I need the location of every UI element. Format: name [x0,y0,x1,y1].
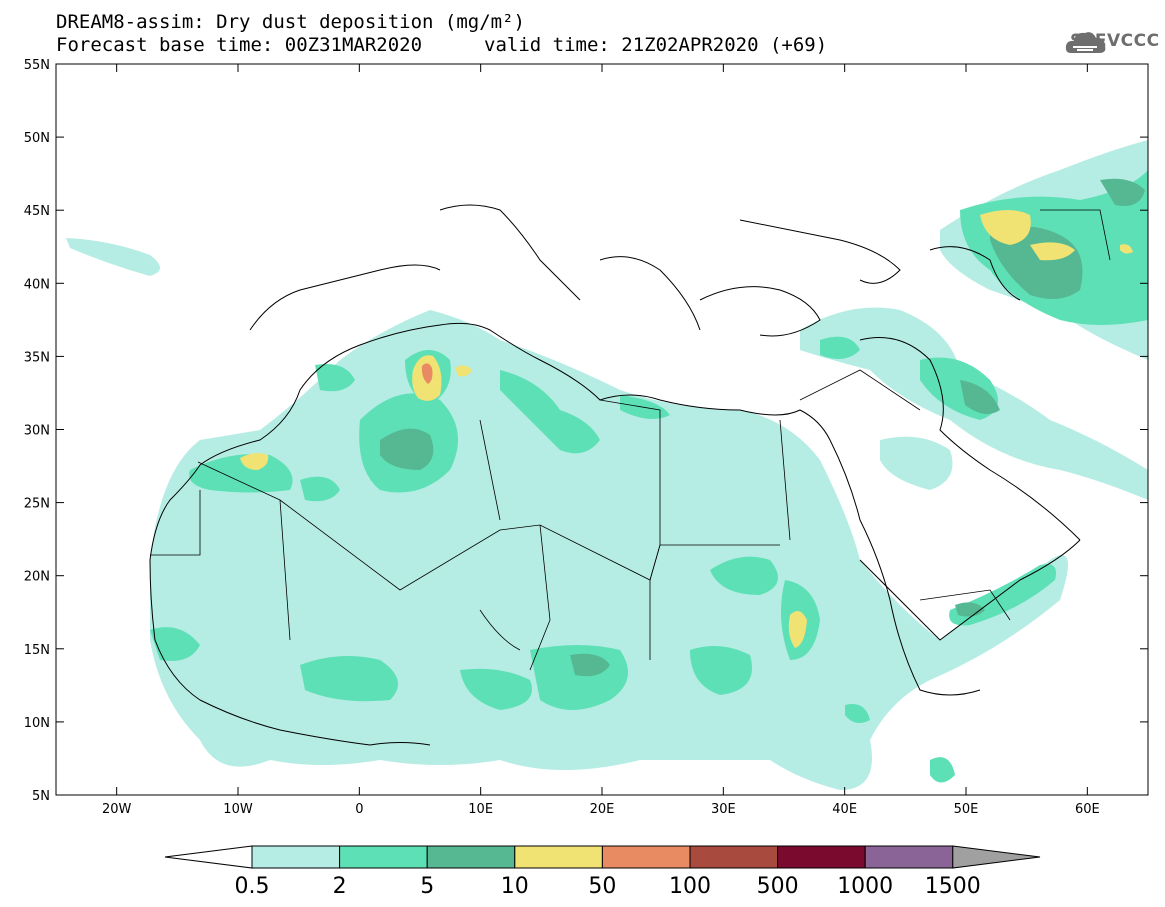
level-50-areas [421,363,433,384]
colorbar-swatch [514,845,603,869]
colorbar-swatch [339,845,428,869]
lon-tick-label: 0 [355,802,363,817]
colorbar-swatch [777,845,866,869]
colorbar-label: 50 [588,874,616,899]
colorbar-label: 1500 [925,874,981,899]
colorbar-swatch [689,845,779,869]
lon-tick-label: 50E [954,802,979,817]
lon-tick-label: 30E [711,802,736,817]
seevccc-logo: SEEVCCC [1070,31,1160,51]
cloud-icon [1065,32,1106,53]
colorbar-label: 0.5 [235,874,270,899]
colorbar-swatch [601,845,691,869]
lat-tick-label: 15N [24,643,50,658]
longitude-ticks: 20W 10W 0 10E 20E 30E 40E 50E 60E [102,64,1100,817]
colorbar-label: 1000 [837,874,893,899]
colorbar-label: 5 [420,874,434,899]
latitude-ticks: 55N 50N 45N 40N 35N 30N 25N 20N 15N 10N 5N [24,58,1148,804]
lon-tick-label: 10E [468,802,493,817]
colorbar-low-arrow [164,845,253,869]
colorbar-label: 10 [501,874,529,899]
lat-tick-label: 30N [24,424,50,439]
coastlines [149,204,1081,746]
lon-tick-label: 60E [1075,802,1100,817]
lat-tick-label: 25N [24,497,50,512]
lon-tick-label: 20E [590,802,615,817]
lat-tick-label: 55N [24,58,50,73]
colorbar-label: 500 [757,874,799,899]
colorbar-label: 100 [669,874,711,899]
dust-field [66,140,1148,790]
colorbar-swatch [426,845,516,869]
valid-time: valid time: 21Z02APR2020 (+69) [484,34,828,56]
lon-tick-label: 20W [102,802,132,817]
lat-tick-label: 50N [24,131,50,146]
colorbar-swatch [251,845,341,869]
lat-tick-label: 10N [24,716,50,731]
colorbar-swatch [864,845,954,869]
colorbar-label: 2 [333,874,347,899]
lat-tick-label: 35N [24,350,50,365]
map-title: DREAM8-assim: Dry dust deposition (mg/m²… [56,11,525,33]
country-borders [150,209,1111,671]
lon-tick-label: 10W [223,802,253,817]
lon-tick-label: 40E [832,802,857,817]
lat-tick-label: 45N [24,204,50,219]
lat-tick-label: 20N [24,570,50,585]
level-10-areas [240,210,1133,648]
lat-tick-label: 5N [32,789,50,804]
colorbar: 0.5 2 5 10 50 100 500 1000 1500 [164,845,1041,899]
colorbar-high-arrow [952,845,1041,869]
forecast-base-time: Forecast base time: 00Z31MAR2020 [56,34,423,56]
lat-tick-label: 40N [24,277,50,292]
